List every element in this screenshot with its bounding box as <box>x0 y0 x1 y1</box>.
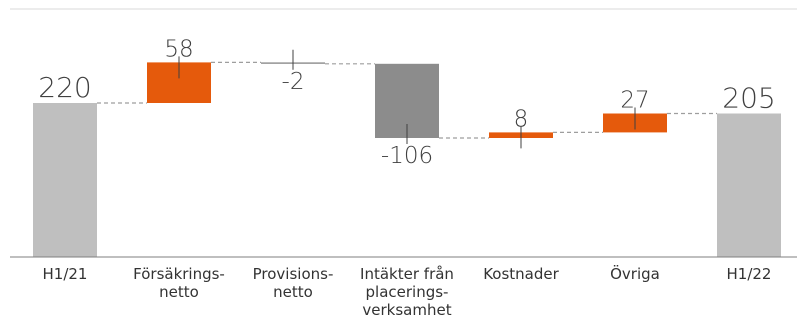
value-label-2: -2 <box>282 69 305 95</box>
category-label-group: H1/21 Försäkrings-nettoProvisions-nettoIn… <box>43 264 772 319</box>
value-label-1: 58 <box>164 36 193 62</box>
value-label-0: 220 <box>38 71 91 104</box>
value-label-4: 8 <box>514 106 529 132</box>
bar-0 <box>33 103 97 257</box>
category-label-2-0: Provisions- <box>253 265 334 283</box>
value-label-group: 220 58 -2 -106 8 27 205 <box>38 36 775 169</box>
category-label-1-0: Försäkrings- <box>133 265 225 283</box>
connector-group <box>97 61 717 139</box>
category-label-3-0: Intäkter från <box>360 265 454 283</box>
category-label-5-0: Övriga <box>610 264 660 283</box>
value-label-5: 27 <box>620 88 649 114</box>
value-label-6: 205 <box>722 82 775 115</box>
category-label-6-0: H1/22 <box>727 265 772 283</box>
category-label-1-1: netto <box>159 283 199 301</box>
category-label-0-0: H1/21 <box>43 265 88 283</box>
bar-6 <box>717 113 781 257</box>
category-label-2-1: netto <box>273 283 313 301</box>
value-label-3: -106 <box>381 143 433 169</box>
category-label-3-1: placerings- <box>366 283 449 301</box>
category-label-3-2: verksamhet <box>362 301 451 319</box>
category-label-4-0: Kostnader <box>483 265 559 283</box>
